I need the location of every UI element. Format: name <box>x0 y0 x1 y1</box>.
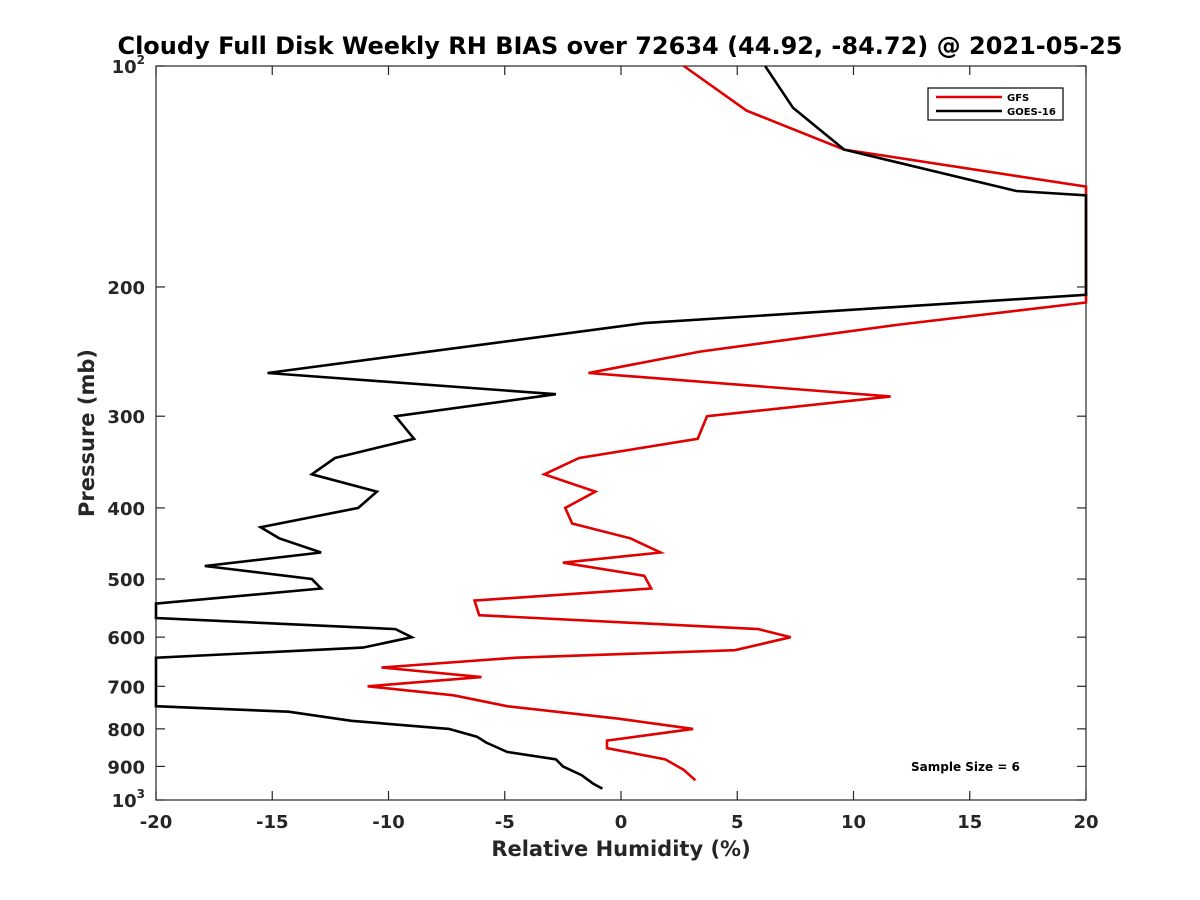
series-layer <box>154 64 1088 790</box>
y-tick-label: 500 <box>107 570 145 591</box>
series-line-gfs <box>367 64 1088 782</box>
legend-label-goes16: GOES-16 <box>1007 107 1056 118</box>
sample-size-annotation: Sample Size = 6 <box>911 760 1020 774</box>
axes-frame <box>155 65 1087 801</box>
series-line-goes16 <box>154 65 1088 790</box>
plot-area <box>154 64 1088 801</box>
legend-box <box>927 87 1064 121</box>
y-axis-label: Pressure (mb) <box>75 349 99 517</box>
y-tick-label: 600 <box>107 628 145 649</box>
x-axis-label: Relative Humidity (%) <box>491 837 750 861</box>
x-tick-label: 10 <box>841 812 866 833</box>
x-axis: -20 -15 -10 -5 0 5 10 15 20 <box>140 66 1099 833</box>
y-tick-label: 700 <box>107 677 145 698</box>
chart-title: Cloudy Full Disk Weekly RH BIAS over 726… <box>117 32 1122 60</box>
x-tick-label: 20 <box>1073 812 1098 833</box>
y-tick-label: 200 <box>107 278 145 299</box>
legend-label-gfs: GFS <box>1007 93 1029 104</box>
y-tick-label: 400 <box>107 499 145 520</box>
x-tick-label: 0 <box>615 812 628 833</box>
y-tick-label: 900 <box>107 757 145 778</box>
x-tick-label: -5 <box>495 812 515 833</box>
legend: GFS GOES-16 <box>927 87 1064 121</box>
x-tick-label: -10 <box>372 812 405 833</box>
x-tick-label: -20 <box>140 812 173 833</box>
x-tick-label: 15 <box>957 812 982 833</box>
y-tick-label: 300 <box>107 407 145 428</box>
x-tick-label: -15 <box>256 812 289 833</box>
x-tick-label: 5 <box>731 812 744 833</box>
y-tick-label: 800 <box>107 720 145 741</box>
